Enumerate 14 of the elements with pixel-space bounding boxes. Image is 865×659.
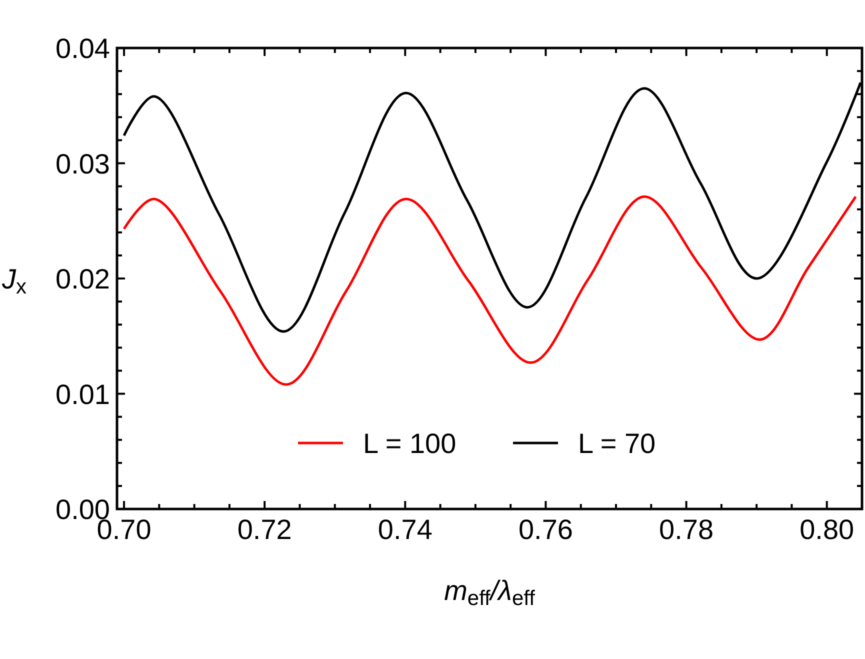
x-tick-label: 0.74	[378, 514, 432, 545]
x-tick-label: 0.80	[800, 514, 854, 545]
y-axis-title: J$_{x}$	[1, 264, 27, 299]
line-series	[122, 195, 857, 386]
legend-label: L = 100	[363, 428, 456, 459]
y-tick-label: 0.01	[56, 378, 110, 410]
x-tick-label: 0.72	[237, 514, 292, 545]
x-tick-label: 0.78	[659, 514, 714, 545]
legend-label: L = 70	[578, 428, 656, 459]
x-axis-title: m$_{eff}$/λ$_{eff}$	[444, 575, 536, 610]
y-tick-label: 0.03	[56, 148, 110, 180]
y-tick-label: 0.04	[56, 33, 110, 64]
y-tick-label: 0.02	[56, 264, 110, 294]
x-tick-label: 0.76	[518, 514, 573, 545]
